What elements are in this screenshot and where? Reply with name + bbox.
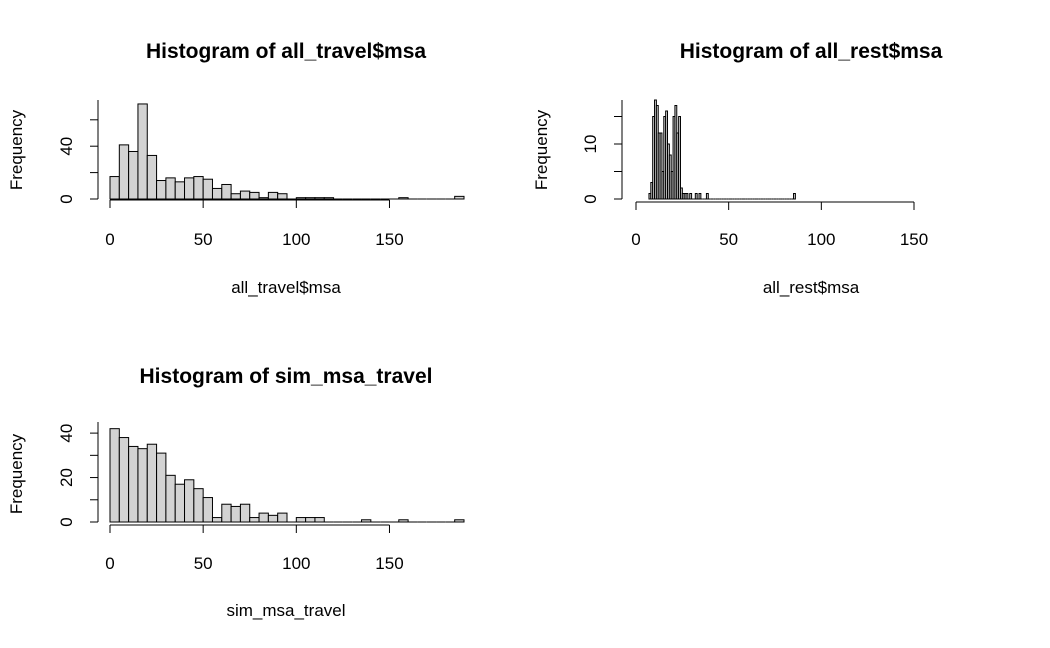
histogram-bar [249,191,260,200]
x-axis-label: sim_msa_travel [226,601,345,620]
histogram-bar [698,193,702,200]
chart-title: Histogram of sim_msa_travel [140,365,433,388]
histogram-bar [202,178,213,200]
x-axis: 0 50 100 150 [105,199,404,249]
histogram-panel-all-rest: Histogram of all_rest$msa all_rest$msa F… [532,40,943,297]
histogram-bar [361,519,372,523]
y-axis-label: Frequency [532,109,551,190]
histogram-bar [109,428,120,523]
x-axis-label: all_rest$msa [763,278,860,297]
histogram-bar [267,514,279,523]
histogram-panel-all-travel: Histogram of all_travel$msa all_travel$m… [7,40,465,297]
histogram-bar [295,197,307,200]
histogram-bar [211,517,223,523]
histogram-bar [705,193,709,200]
histogram-bar [314,197,325,200]
x-axis: 0 50 100 150 [631,201,928,249]
x-tick-label: 100 [282,230,310,249]
bar-series [648,99,796,200]
y-tick-label: 0 [57,517,76,526]
histogram-bar [174,181,186,200]
y-tick-label: 10 [581,135,600,154]
y-axis: 0 20 40 [57,422,99,527]
histogram-bar [221,503,232,523]
histogram-bar [678,116,681,200]
x-tick-label: 0 [631,230,640,249]
histogram-bar [323,197,335,200]
histogram-bar [398,519,409,523]
histogram-bar [165,474,176,523]
x-tick-label: 0 [105,230,114,249]
histogram-bar [249,517,260,523]
histogram-bar [267,191,279,200]
histogram-bar [146,443,158,523]
histogram-bar [211,187,223,200]
histogram-bar [156,180,167,200]
histogram-bar [454,195,465,200]
histogram-bar [305,517,316,523]
histogram-bar [295,517,307,523]
chart-title: Histogram of all_travel$msa [146,40,426,63]
histogram-bar [137,103,148,200]
histogram-bar [146,154,158,200]
bar-series [109,103,465,200]
histogram-bar [314,517,325,523]
y-tick-label: 40 [57,424,76,443]
histogram-bar [221,183,232,200]
histogram-bar [128,445,139,523]
histogram-bar [258,512,269,523]
y-tick-label: 40 [57,137,76,156]
histogram-bar [685,193,689,200]
x-tick-label: 0 [105,554,114,573]
histogram-bar [277,512,288,523]
chart-title: Histogram of all_rest$msa [680,40,943,63]
x-tick-label: 50 [194,230,213,249]
x-axis-label: all_travel$msa [231,278,341,297]
histogram-bar [193,488,204,523]
y-tick-label: 0 [581,194,600,203]
y-axis-label: Frequency [7,109,26,190]
histogram-bar [239,190,251,200]
histogram-bar [689,193,693,200]
histogram-bar [258,197,269,200]
x-axis: 0 50 100 150 [105,524,404,573]
histogram-bar [793,193,796,200]
histogram-bar [128,150,139,200]
histogram-bar [454,519,465,523]
x-tick-label: 50 [719,230,738,249]
histogram-bar [230,193,241,200]
histogram-bar [118,144,130,200]
histogram-bar [165,177,176,200]
histogram-bar [193,176,204,200]
histogram-bar [118,437,130,523]
histogram-bar [277,193,288,200]
x-tick-label: 50 [194,554,213,573]
y-axis-label: Frequency [7,433,26,514]
histogram-bar [305,197,316,200]
y-tick-label: 0 [57,194,76,203]
x-tick-label: 100 [807,230,835,249]
histogram-panel-sim-msa-travel: Histogram of sim_msa_travel sim_msa_trav… [7,365,465,620]
histogram-bar [202,497,213,523]
histogram-bar [137,448,148,523]
histogram-bar [230,505,241,523]
histogram-bar [659,132,663,200]
bar-series [109,428,465,523]
histogram-bar [184,479,195,523]
histogram-bar [184,177,195,200]
histogram-bar [398,197,409,200]
histogram-bar [239,503,251,523]
histogram-bar [109,176,120,200]
x-tick-label: 150 [900,230,928,249]
histogram-bar [156,452,167,523]
histogram-bar [174,483,186,523]
y-tick-label: 20 [57,468,76,487]
y-axis: 0 40 [57,100,99,204]
histogram-bar [694,193,698,200]
x-tick-label: 150 [375,230,403,249]
y-axis: 0 10 [581,100,623,204]
x-tick-label: 150 [375,554,403,573]
x-tick-label: 100 [282,554,310,573]
